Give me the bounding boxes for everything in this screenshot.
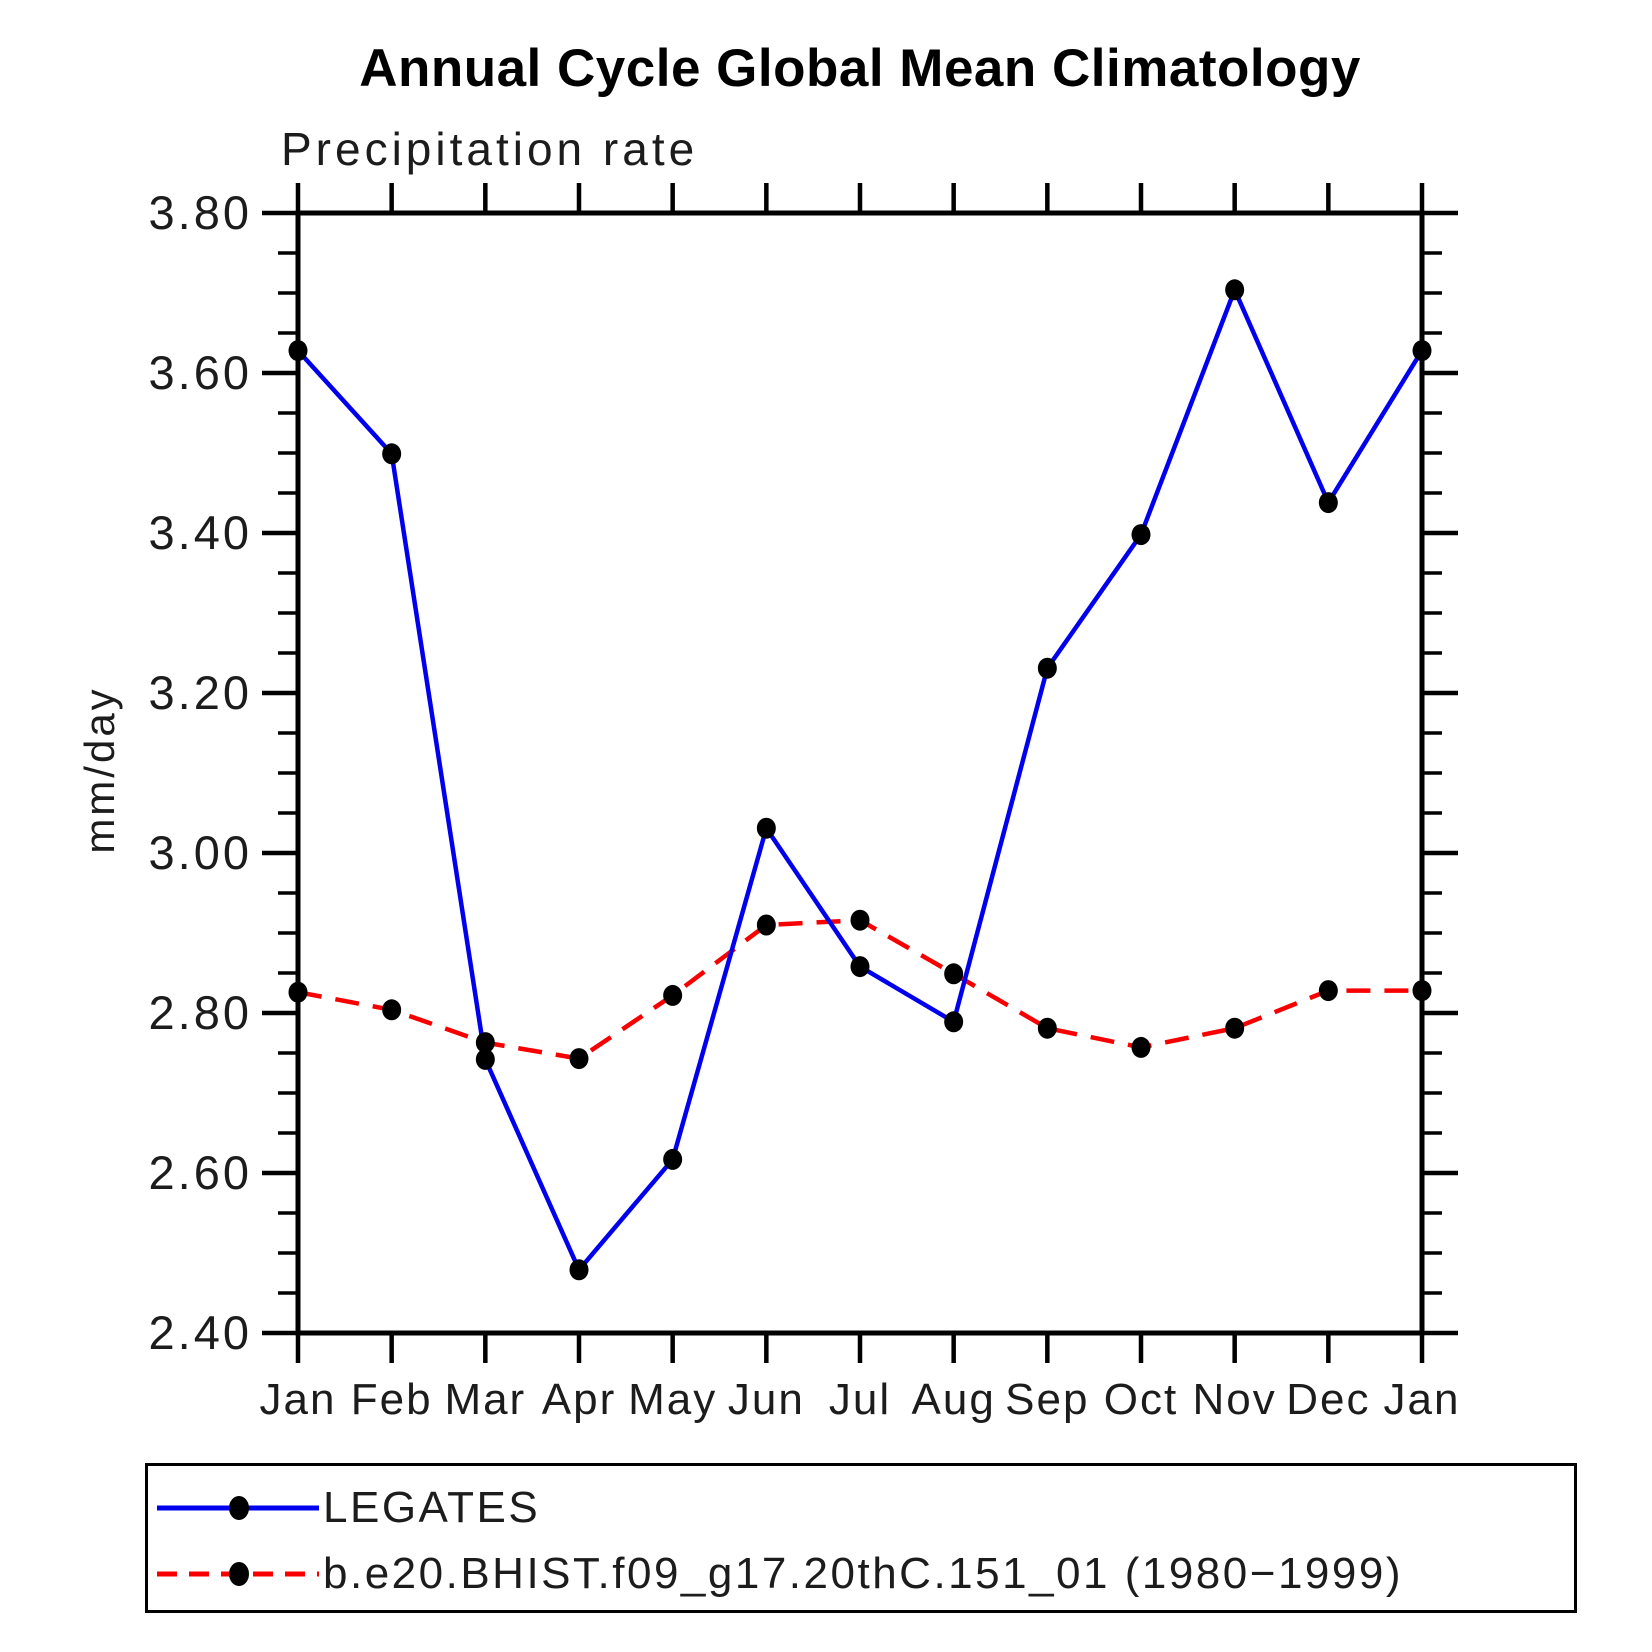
legend-line-sample-dashed — [157, 1562, 319, 1586]
x-tick-label: Oct — [1104, 1375, 1178, 1424]
data-point-marker — [382, 443, 402, 465]
x-tick-label: Jun — [728, 1375, 805, 1424]
x-tick-label: Aug — [912, 1375, 996, 1424]
y-tick-label: 3.40 — [149, 506, 252, 559]
data-point-marker — [850, 909, 870, 931]
x-tick-label: Jan — [1384, 1375, 1461, 1424]
legend-row-legates: LEGATES — [153, 1486, 540, 1530]
y-tick-label: 3.20 — [149, 666, 252, 719]
chart-title: Annual Cycle Global Mean Climatology — [359, 39, 1361, 98]
data-point-marker — [1318, 980, 1338, 1002]
data-point-marker — [850, 956, 870, 978]
data-point-marker — [944, 963, 964, 985]
data-point-marker — [756, 914, 776, 936]
y-tick-label: 2.80 — [149, 986, 252, 1039]
x-tick-label: Jul — [829, 1375, 891, 1424]
data-point-marker — [1037, 1017, 1057, 1039]
data-point-marker — [1037, 657, 1057, 679]
data-point-marker — [663, 984, 683, 1006]
legend-line-sample-solid — [157, 1496, 319, 1520]
series-line — [296, 287, 1424, 1273]
data-point-marker — [288, 340, 308, 362]
x-tick-label: Jan — [260, 1375, 337, 1424]
data-point-marker — [382, 999, 402, 1021]
x-tick-label: May — [628, 1375, 717, 1424]
data-point-marker — [1225, 279, 1245, 301]
legend-label-legates: LEGATES — [323, 1483, 541, 1532]
data-point-marker — [1412, 980, 1432, 1002]
legend-row-model: b.e20.BHIST.f09_g17.20thC.151_01 (1980−1… — [153, 1552, 1403, 1596]
x-tick-label: Dec — [1286, 1375, 1370, 1424]
data-point-marker — [756, 817, 776, 839]
x-tick-label: Nov — [1193, 1375, 1277, 1424]
legend-label-model: b.e20.BHIST.f09_g17.20thC.151_01 (1980−1… — [323, 1549, 1403, 1598]
data-point-marker — [569, 1259, 589, 1281]
y-tick-label: 3.80 — [149, 186, 252, 239]
y-tick-label: 2.60 — [149, 1146, 252, 1199]
data-point-marker — [1131, 524, 1151, 546]
y-tick-label: 2.40 — [149, 1306, 252, 1359]
x-tick-label: Apr — [542, 1375, 616, 1424]
legend-box: LEGATES b.e20.BHIST.f09_g17.20thC.151_01… — [145, 1463, 1577, 1613]
plot-frame — [295, 210, 1425, 1336]
data-point-marker — [1318, 492, 1338, 514]
y-tick-label: 3.00 — [149, 826, 252, 879]
data-point-marker — [475, 1032, 495, 1054]
x-tick-label: Feb — [351, 1375, 433, 1424]
data-point-marker — [663, 1148, 683, 1170]
data-point-marker — [944, 1011, 964, 1033]
x-tick-label: Sep — [1005, 1375, 1089, 1424]
chart-subtitle: Precipitation rate — [281, 123, 699, 175]
data-point-marker — [1412, 340, 1432, 362]
data-point-marker — [1225, 1017, 1245, 1039]
data-point-marker — [569, 1048, 589, 1070]
data-point-marker — [1131, 1036, 1151, 1058]
x-tick-label: Mar — [444, 1375, 526, 1424]
data-point-marker — [288, 981, 308, 1003]
data-point-marker — [475, 1048, 495, 1070]
y-tick-label: 3.60 — [149, 346, 252, 399]
